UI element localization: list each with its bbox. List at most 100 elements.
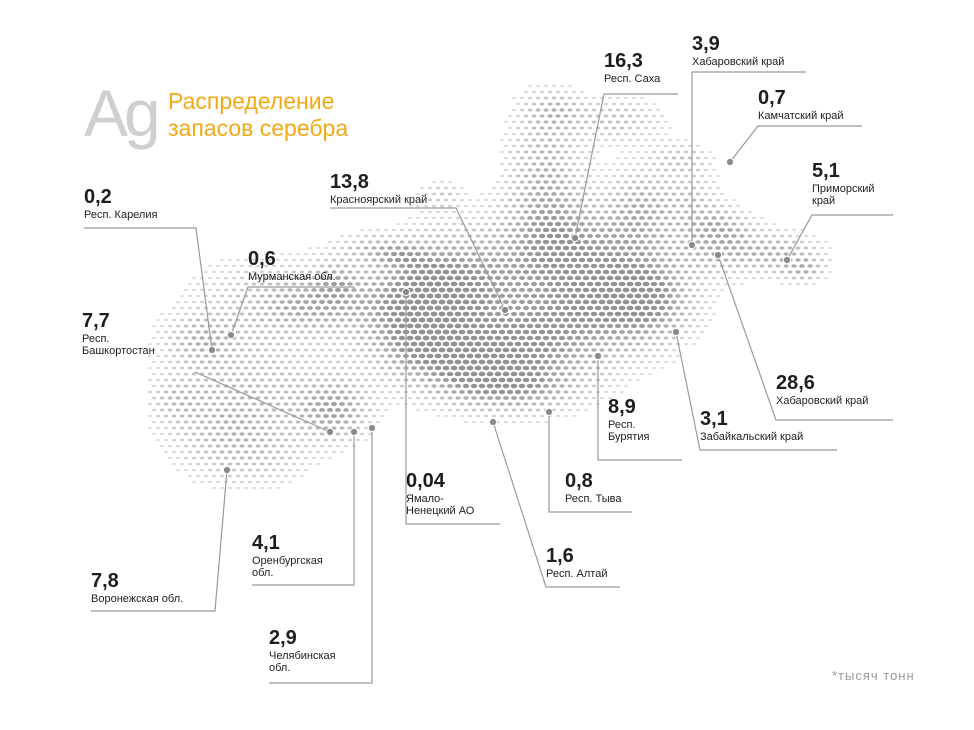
marker-zabaikalsky[interactable] <box>671 327 681 337</box>
marker-orenburg[interactable] <box>349 427 359 437</box>
region-name-line: Респ. <box>608 419 636 431</box>
marker-bashkortostan[interactable] <box>325 427 335 437</box>
region-value: 0,7 <box>758 87 786 109</box>
region-name-line: Респ. Саха <box>604 73 661 85</box>
leader-line-orenburg <box>252 432 355 586</box>
region-name-line: Хабаровский край <box>776 395 869 407</box>
region-value: 16,3 <box>604 50 643 72</box>
region-name: Респ. Башкортостан <box>82 333 155 357</box>
units-footnote: *тысяч тонн <box>832 668 915 683</box>
region-name-line: Приморский <box>812 183 875 195</box>
element-symbol: Ag <box>84 76 161 150</box>
region-name-line: Воронежская обл. <box>91 593 184 605</box>
region-label-buryatia: 8,9 Респ. Бурятия <box>608 396 649 443</box>
marker-altai[interactable] <box>488 417 498 427</box>
region-name: Воронежская обл. <box>91 593 183 605</box>
region-value: 13,8 <box>330 171 369 193</box>
region-value: 28,6 <box>776 372 815 394</box>
marker-yamal[interactable] <box>401 287 411 297</box>
region-label-bashkortostan: 7,7 Респ. Башкортостан <box>82 310 155 357</box>
leader-line-zabaikalsky <box>675 331 837 451</box>
map-title-line-2: запасов серебра <box>168 115 349 141</box>
leader-line-khabarovsk-north <box>691 71 806 245</box>
marker-krasnoyarsk[interactable] <box>500 305 510 315</box>
leader-line-buryatia <box>597 356 682 461</box>
marker-tyva[interactable] <box>544 407 554 417</box>
region-name: Респ. Бурятия <box>608 419 649 443</box>
region-name: Хабаровский край <box>776 395 868 407</box>
region-name: Мурманская обл. <box>248 271 336 283</box>
region-name-line: Красноярский край <box>330 194 428 206</box>
leader-line-chelyabinsk <box>269 428 373 684</box>
leader-line-khabarovsk-south <box>717 254 893 421</box>
leader-line-altai <box>492 421 620 588</box>
region-label-khabarovsk-south: 28,6 Хабаровский край <box>776 372 868 407</box>
region-name: Красноярский край <box>330 194 427 206</box>
marker-murmansk[interactable] <box>226 330 236 340</box>
region-label-orenburg: 4,1 Оренбургская обл. <box>252 532 323 579</box>
leader-line-karelia <box>84 227 213 351</box>
region-value: 0,8 <box>565 470 593 492</box>
marker-sakha[interactable] <box>570 233 580 243</box>
region-label-yamal: 0,04 Ямало- Ненецкий АО <box>406 470 474 517</box>
region-value: 0,6 <box>248 248 276 270</box>
region-name: Челябинская обл. <box>269 650 336 674</box>
region-name-line: Камчатский край <box>758 110 844 122</box>
region-value: 3,9 <box>692 33 720 55</box>
region-label-krasnoyarsk: 13,8 Красноярский край <box>330 171 427 206</box>
region-name: Оренбургская обл. <box>252 555 323 579</box>
leader-line-yamal <box>405 292 500 525</box>
region-value: 3,1 <box>700 408 728 430</box>
map-title: Распределение запасов серебра <box>168 88 348 142</box>
region-name: Респ. Саха <box>604 73 660 85</box>
map-title-line-1: Распределение <box>168 88 335 114</box>
region-value: 1,6 <box>546 545 574 567</box>
region-value: 8,9 <box>608 396 636 418</box>
region-name-line: Мурманская обл. <box>248 271 336 283</box>
leader-line-voronezh <box>91 469 228 612</box>
region-value: 0,04 <box>406 470 445 492</box>
region-value: 7,8 <box>91 570 119 592</box>
leader-line-kamchatka <box>729 125 862 163</box>
marker-khabarovsk-north[interactable] <box>687 240 697 250</box>
region-name-line: Хабаровский край <box>692 56 785 68</box>
region-markers <box>207 157 792 475</box>
region-label-murmansk: 0,6 Мурманская обл. <box>248 248 336 283</box>
region-label-khabarovsk-north: 3,9 Хабаровский край <box>692 33 784 68</box>
leader-line-krasnoyarsk <box>330 207 506 311</box>
region-name-line: Респ. <box>82 333 110 345</box>
region-name: Забайкальский край <box>700 431 803 443</box>
region-label-altai: 1,6 Респ. Алтай <box>546 545 607 580</box>
marker-kamchatka[interactable] <box>725 157 735 167</box>
marker-buryatia[interactable] <box>593 351 603 361</box>
marker-karelia[interactable] <box>207 345 217 355</box>
region-name-line: Респ. Алтай <box>546 568 608 580</box>
leader-line-primorsky <box>786 214 893 261</box>
region-name-line: Респ. Тыва <box>565 493 622 505</box>
region-name-line: Оренбургская <box>252 555 323 567</box>
region-name: Респ. Алтай <box>546 568 607 580</box>
region-name: Хабаровский край <box>692 56 784 68</box>
region-name-line: Ненецкий АО <box>406 505 475 517</box>
marker-chelyabinsk[interactable] <box>367 423 377 433</box>
region-name-line: Башкортостан <box>82 345 155 357</box>
marker-primorsky[interactable] <box>782 255 792 265</box>
region-label-karelia: 0,2 Респ. Карелия <box>84 186 157 221</box>
marker-voronezh[interactable] <box>222 465 232 475</box>
region-name-line: обл. <box>269 662 291 674</box>
region-label-zabaikalsky: 3,1 Забайкальский край <box>700 408 803 443</box>
region-name-line: Респ. Карелия <box>84 209 158 221</box>
region-name: Респ. Тыва <box>565 493 622 505</box>
region-name-line: обл. <box>252 567 274 579</box>
marker-khabarovsk-south[interactable] <box>713 250 723 260</box>
region-name-line: Бурятия <box>608 431 650 443</box>
region-value: 0,2 <box>84 186 112 208</box>
region-name: Камчатский край <box>758 110 843 122</box>
region-label-sakha: 16,3 Респ. Саха <box>604 50 660 85</box>
region-value: 7,7 <box>82 310 110 332</box>
region-name-line: край <box>812 195 836 207</box>
region-label-kamchatka: 0,7 Камчатский край <box>758 87 843 122</box>
region-name-line: Забайкальский край <box>700 431 804 443</box>
region-name-line: Челябинская <box>269 650 336 662</box>
